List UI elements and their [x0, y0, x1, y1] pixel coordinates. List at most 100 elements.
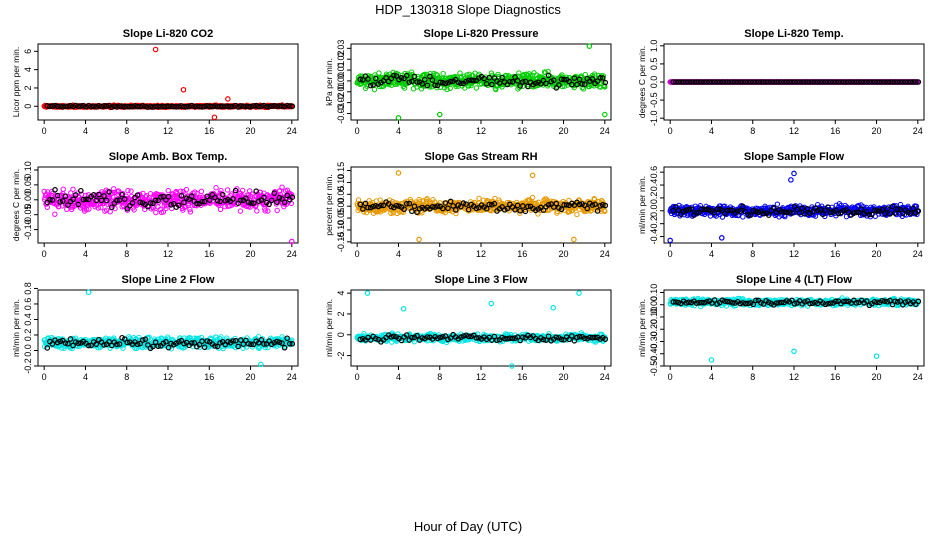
data-point: [255, 103, 262, 110]
data-point: [571, 75, 578, 81]
data-point: [262, 208, 268, 214]
data-point: [724, 207, 731, 214]
data-point: [910, 205, 916, 212]
data-point: [512, 207, 518, 213]
data-point: [152, 339, 159, 345]
data-point: [65, 103, 71, 110]
x-tick-label: 24: [913, 126, 923, 136]
data-point: [393, 202, 400, 209]
data-point: [68, 206, 75, 213]
x-tick-label: 12: [789, 249, 799, 259]
data-point: [491, 200, 498, 207]
data-point: [558, 206, 565, 213]
outlier-point: [85, 289, 92, 296]
x-tick-label: 8: [124, 126, 129, 136]
y-tick-label: -0.01: [336, 82, 346, 103]
data-point: [245, 103, 252, 110]
data-point: [160, 103, 167, 110]
data-point: [568, 81, 575, 88]
data-point: [460, 200, 467, 206]
data-point: [155, 103, 161, 110]
y-tick-label: -0.2: [23, 358, 33, 374]
data-point: [473, 85, 480, 91]
data-point: [85, 342, 92, 349]
data-point: [47, 103, 53, 110]
data-point: [265, 208, 271, 214]
data-point: [866, 79, 873, 85]
data-point: [225, 338, 231, 345]
data-point: [894, 79, 901, 85]
data-point: [556, 82, 562, 88]
x-tick-label: 4: [83, 249, 88, 259]
data-point: [139, 103, 146, 109]
data-point: [401, 206, 407, 213]
data-point: [230, 103, 236, 110]
data-point: [70, 186, 76, 192]
data-point: [843, 79, 849, 85]
data-point: [173, 103, 180, 110]
data-point: [915, 208, 922, 214]
data-point: [254, 208, 260, 214]
y-tick-label: -0.4: [649, 229, 659, 245]
data-point: [65, 340, 71, 347]
y-tick-label: -0.5: [649, 92, 659, 108]
data-point: [789, 79, 795, 85]
data-point: [114, 341, 120, 348]
data-point: [137, 340, 143, 347]
data-point: [134, 103, 141, 110]
data-point: [86, 206, 92, 212]
data-point: [688, 79, 695, 85]
x-tick-label: 24: [600, 372, 610, 382]
y-axis-label: degrees C per min.: [637, 46, 647, 118]
data-point: [796, 79, 803, 85]
data-point: [152, 197, 159, 204]
x-tick-label: 4: [396, 249, 401, 259]
data-point: [468, 77, 474, 84]
data-point: [245, 340, 252, 347]
data-points: [354, 43, 609, 121]
data-points: [354, 290, 609, 369]
data-point: [49, 103, 56, 109]
data-point: [44, 345, 51, 351]
data-point: [62, 103, 69, 110]
data-point: [365, 204, 371, 211]
data-point: [683, 207, 689, 214]
data-point: [851, 210, 857, 216]
y-axis-label: ml/min per min.: [637, 176, 647, 234]
data-point: [814, 79, 821, 85]
data-points: [667, 79, 922, 85]
data-point: [794, 79, 800, 85]
data-point: [814, 207, 821, 214]
data-point: [685, 79, 692, 85]
data-point: [232, 337, 239, 344]
data-point: [737, 208, 744, 214]
data-point: [250, 200, 257, 206]
data-point: [106, 189, 112, 195]
data-point: [145, 342, 151, 348]
data-point: [894, 206, 901, 212]
data-point: [561, 76, 567, 83]
data-point: [266, 201, 272, 208]
data-point: [716, 79, 723, 85]
data-point: [776, 214, 782, 220]
outlier-point: [436, 111, 443, 118]
data-point: [558, 76, 565, 83]
data-point: [142, 336, 149, 343]
y-tick-label: 0.2: [649, 192, 659, 205]
data-point: [176, 202, 182, 209]
data-point: [124, 103, 131, 110]
data-point: [281, 103, 288, 110]
data-point: [468, 82, 474, 89]
data-point: [217, 340, 223, 346]
data-point: [683, 79, 689, 85]
data-point: [727, 207, 733, 214]
data-point: [905, 79, 911, 85]
data-point: [517, 210, 523, 216]
data-point: [774, 201, 781, 207]
data-point: [201, 344, 208, 351]
y-axis-label: degrees C per min.: [11, 169, 21, 241]
y-tick-label: 0.15: [336, 162, 346, 180]
data-point: [832, 79, 839, 85]
